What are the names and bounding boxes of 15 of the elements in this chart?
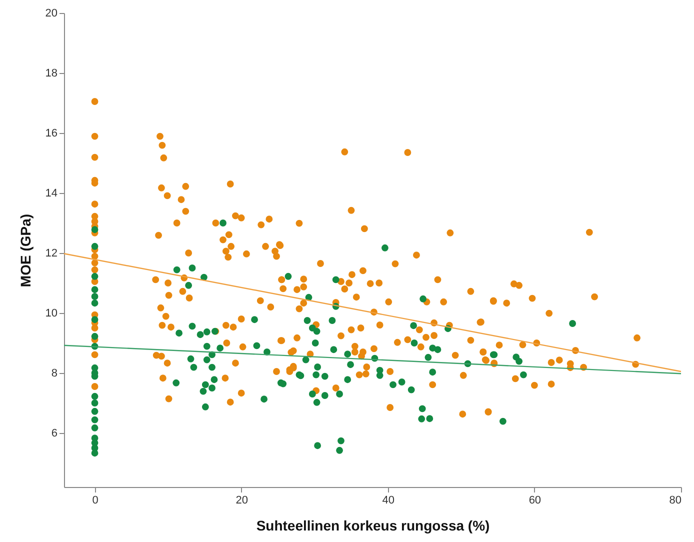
y-axis-title: MOE (GPa) [17,214,34,288]
x-axis-title: Suhteellinen korkeus rungossa (%) [256,518,490,534]
y-tick-label: 18 [45,68,58,80]
x-tick-label: 20 [236,494,248,506]
x-tick-label: 40 [382,494,395,506]
y-tick-label: 10 [45,308,58,320]
y-tick-label: 20 [45,8,58,20]
x-tick-label: 60 [528,494,542,506]
x-tick-label: 80 [669,494,682,506]
y-tick-label: 14 [45,188,58,200]
y-tick-label: 12 [45,248,58,260]
y-tick-label: 6 [51,428,58,440]
y-tick-label: 8 [51,368,58,380]
x-tick-label: 0 [92,494,98,506]
y-tick-label: 16 [45,128,58,140]
